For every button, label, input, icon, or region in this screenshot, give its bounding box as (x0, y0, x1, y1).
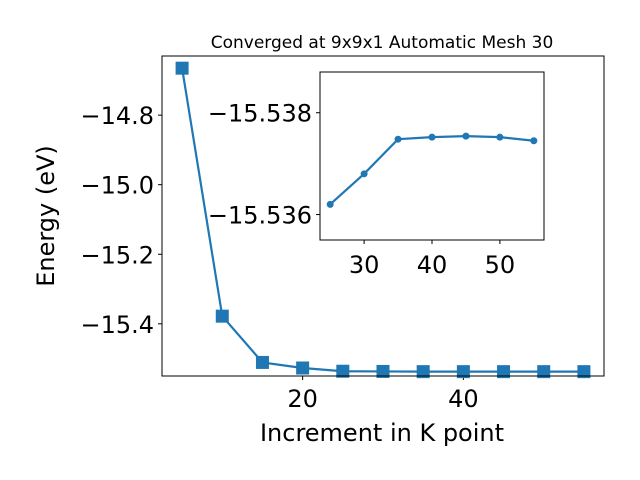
y-axis-label: Energy (eV) (32, 145, 60, 287)
inset-x-tick-label: 30 (349, 251, 380, 279)
inset-data-point (462, 132, 470, 140)
inset-x-tick-label: 40 (417, 251, 448, 279)
inset-chart: 30 40 50 −15.536 −15.538 (208, 71, 545, 279)
main-x-tick-label: 20 (287, 385, 318, 413)
inset-data-point (496, 133, 504, 141)
inset-data-point (394, 135, 402, 143)
inset-y-tick-label: −15.538 (208, 100, 312, 128)
main-data-point (416, 365, 430, 379)
inset-x-tick-label: 50 (485, 251, 516, 279)
main-data-point (296, 361, 310, 375)
inset-data-point (326, 200, 334, 208)
main-y-tick-label: −15.4 (80, 311, 154, 339)
main-data-point (456, 365, 470, 379)
inset-data-point (360, 170, 368, 178)
inset-axis-ticks: 30 40 50 −15.536 −15.538 (208, 100, 515, 279)
main-data-point (336, 364, 350, 378)
inset-background (320, 72, 544, 240)
main-y-tick-label: −15.0 (80, 172, 154, 200)
main-data-point (577, 365, 591, 379)
main-data-point (175, 61, 189, 75)
inset-y-tick-label: −15.536 (208, 202, 312, 230)
main-axis-ticks: 20 40 −15.4 −15.2 −15.0 −14.8 (80, 102, 478, 413)
main-series (175, 61, 591, 379)
main-data-point (255, 355, 269, 369)
main-chart: Converged at 9x9x1 Automatic Mesh 30 20 4… (32, 33, 605, 447)
main-y-tick-label: −14.8 (80, 102, 154, 130)
inset-series (326, 132, 538, 208)
inset-data-point (428, 133, 436, 141)
main-y-tick-label: −15.2 (80, 241, 154, 269)
main-data-point (537, 365, 551, 379)
x-axis-label: Increment in K point (260, 419, 504, 447)
main-data-point (497, 365, 511, 379)
main-data-point (215, 309, 229, 323)
main-data-point (376, 364, 390, 378)
main-x-tick-label: 40 (448, 385, 479, 413)
inset-data-point (530, 137, 538, 145)
chart-title: Converged at 9x9x1 Automatic Mesh 30 (211, 33, 554, 53)
main-axes-frame (161, 55, 605, 377)
